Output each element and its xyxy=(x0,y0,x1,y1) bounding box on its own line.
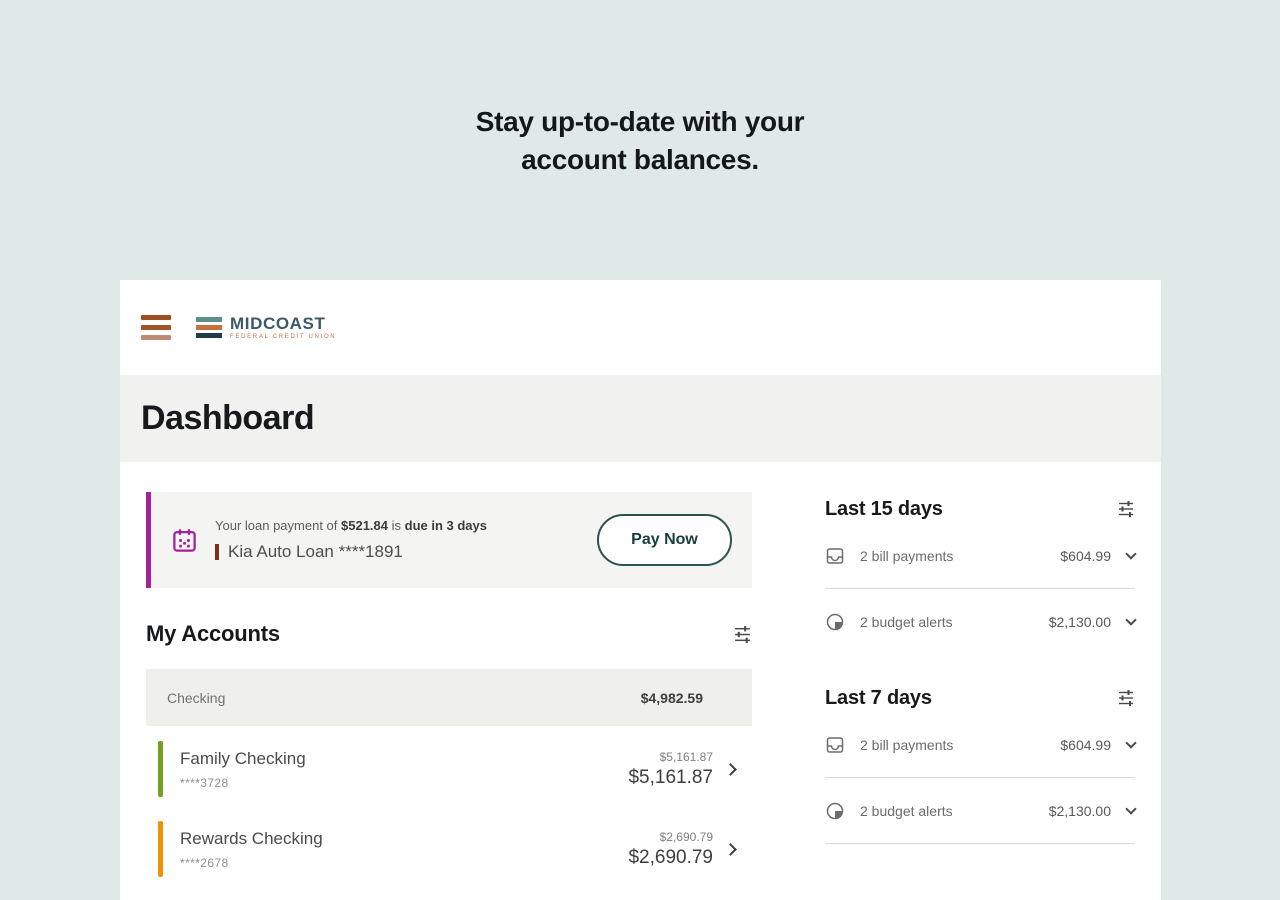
brand-tagline: FEDERAL CREDIT UNION xyxy=(230,334,337,340)
budget-alerts-icon xyxy=(825,612,845,632)
hamburger-menu-icon[interactable] xyxy=(141,315,171,340)
my-accounts-title: My Accounts xyxy=(146,621,280,646)
app-window: MIDCOAST FEDERAL CREDIT UNION Dashboard xyxy=(120,280,1161,900)
loan-amount: $521.84 xyxy=(341,518,388,533)
chevron-down-icon[interactable] xyxy=(1125,736,1137,749)
chevron-right-icon xyxy=(724,762,737,776)
page-title: Dashboard xyxy=(141,399,315,437)
activity-row-bill-payments[interactable]: 2 bill payments $604.99 xyxy=(825,523,1137,589)
loan-message-prefix: Your loan payment of xyxy=(215,518,341,533)
activity-amount: $2,130.00 xyxy=(1048,614,1111,630)
account-name: Family Checking xyxy=(180,748,306,768)
activity-row-budget-alerts[interactable]: 2 budget alerts $2,130.00 xyxy=(825,778,1137,844)
budget-alerts-icon xyxy=(825,801,845,821)
activity-label: 2 bill payments xyxy=(860,547,954,564)
account-number: ****2678 xyxy=(180,855,229,870)
panel-title: Last 15 days xyxy=(825,497,943,520)
headline-line1: Stay up-to-date with your xyxy=(475,106,805,137)
accounts-table: Checking $4,982.59 Family Checking ****3… xyxy=(146,669,752,900)
account-group-header: Checking $4,982.59 xyxy=(146,669,752,726)
account-group-name: Checking xyxy=(167,689,226,706)
account-available-amount: $5,161.87 xyxy=(659,749,713,764)
account-balance: $2,690.79 xyxy=(628,846,713,868)
brand-name: MIDCOAST xyxy=(230,314,326,333)
activity-row-budget-alerts[interactable]: 2 budget alerts $2,130.00 xyxy=(825,589,1137,655)
activity-amount: $604.99 xyxy=(1060,736,1111,753)
account-group-total: $4,982.59 xyxy=(640,689,703,706)
account-row[interactable]: Rewards Checking ****2678 $2,690.79 $2,6… xyxy=(146,812,752,886)
loan-due-text: due in 3 days xyxy=(404,518,487,533)
account-name: Rewards Checking xyxy=(180,828,323,848)
account-row-partial[interactable] xyxy=(146,892,752,900)
panel-title: Last 7 days xyxy=(825,686,932,709)
account-row[interactable]: Family Checking ****3728 $5,161.87 $5,16… xyxy=(146,732,752,806)
dashboard-title-band: Dashboard xyxy=(120,375,1161,462)
bill-payments-icon xyxy=(825,735,845,755)
page-headline: Stay up-to-date with your account balanc… xyxy=(0,103,1280,179)
activity-label: 2 bill payments xyxy=(860,736,954,753)
accounts-filter-icon[interactable] xyxy=(733,625,752,644)
activity-row-bill-payments[interactable]: 2 bill payments $604.99 xyxy=(825,712,1137,778)
account-balance: $5,161.87 xyxy=(628,766,713,788)
pay-now-button[interactable]: Pay Now xyxy=(597,514,732,566)
chevron-down-icon[interactable] xyxy=(1125,547,1137,560)
activity-amount: $604.99 xyxy=(1060,547,1111,564)
activity-panel-last-15-days: Last 15 days xyxy=(825,495,1137,655)
loan-accent-tick xyxy=(215,544,219,560)
brand-logo-bars-icon xyxy=(196,317,222,338)
activity-panel-last-7-days: Last 7 days xyxy=(825,684,1137,844)
calendar-icon xyxy=(171,527,198,554)
loan-due-message: Your loan payment of $521.84 is due in 3… xyxy=(215,518,487,533)
account-number: ****3728 xyxy=(180,775,229,790)
bill-payments-icon xyxy=(825,546,845,566)
loan-message-connector: is xyxy=(388,518,405,533)
chevron-down-icon[interactable] xyxy=(1125,802,1137,815)
chevron-down-icon[interactable] xyxy=(1125,614,1137,626)
panel-filter-icon[interactable] xyxy=(1117,500,1135,518)
account-accent-bar xyxy=(158,741,163,797)
panel-filter-icon[interactable] xyxy=(1117,689,1135,707)
headline-line2: account balances. xyxy=(521,144,759,175)
activity-label: 2 budget alerts xyxy=(860,614,953,630)
account-available-amount: $2,690.79 xyxy=(659,829,713,844)
loan-name: Kia Auto Loan ****1891 xyxy=(228,542,403,561)
banner-accent-bar xyxy=(146,492,151,588)
app-header: MIDCOAST FEDERAL CREDIT UNION xyxy=(120,280,1161,375)
activity-amount: $2,130.00 xyxy=(1048,802,1111,819)
account-accent-bar xyxy=(158,821,163,877)
activity-label: 2 budget alerts xyxy=(860,802,953,819)
chevron-right-icon xyxy=(724,842,737,856)
brand-logo[interactable]: MIDCOAST FEDERAL CREDIT UNION xyxy=(196,315,336,340)
loan-payment-banner: Your loan payment of $521.84 is due in 3… xyxy=(146,492,752,588)
